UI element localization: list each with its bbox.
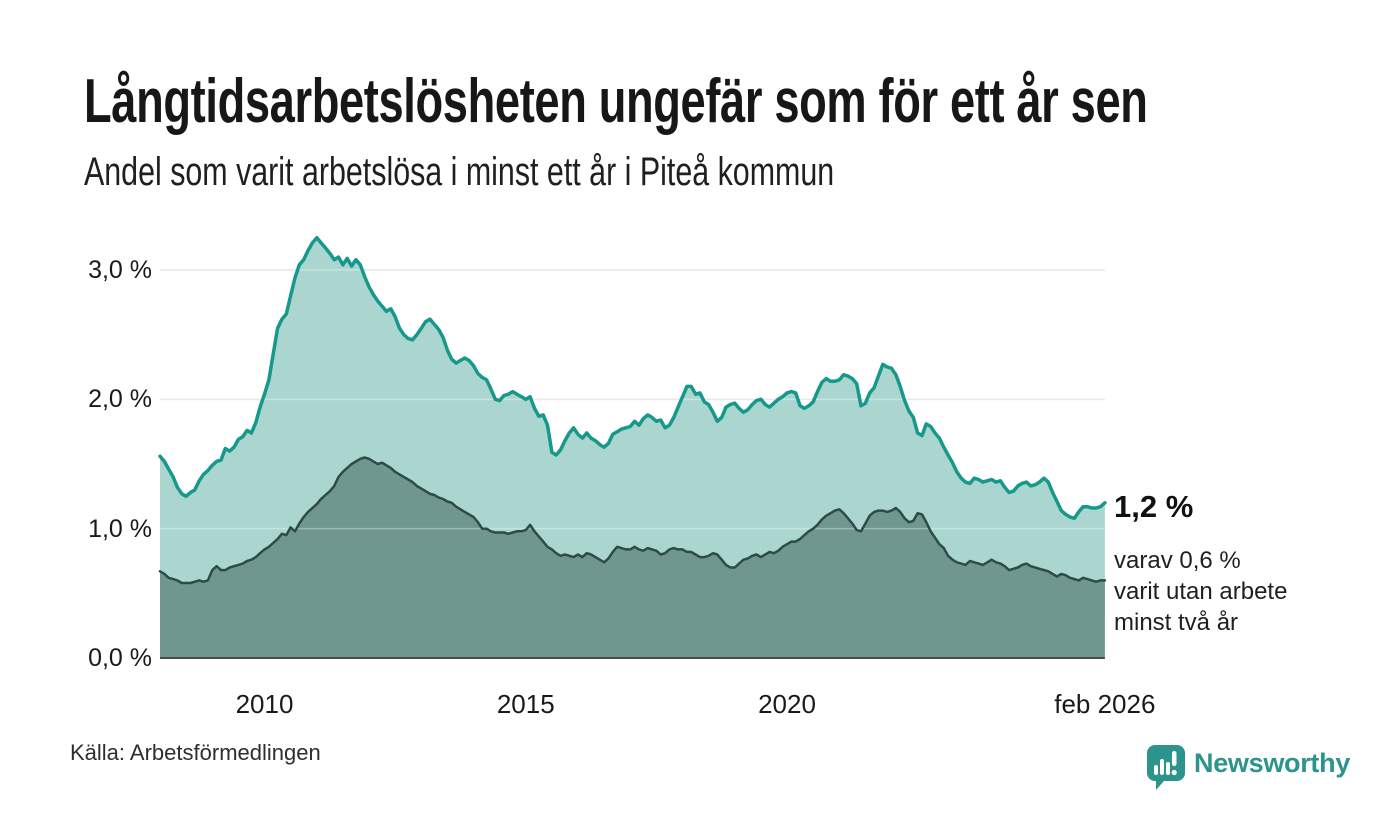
source-label: Källa: Arbetsförmedlingen — [70, 740, 321, 765]
annotation-line: varav 0,6 % — [1114, 547, 1241, 574]
y-axis-tick-label: 0,0 % — [88, 644, 152, 672]
newsworthy-branding: Newsworthy — [1146, 744, 1386, 796]
x-axis-tick-label: feb 2026 — [1054, 689, 1156, 719]
page-title: Långtidsarbetslösheten ungefär som för e… — [84, 67, 1148, 136]
y-axis-tick-label: 3,0 % — [88, 256, 152, 284]
x-axis-tick-label: 2010 — [235, 689, 294, 719]
page-subtitle: Andel som varit arbetslösa i minst ett å… — [84, 150, 835, 194]
x-axis-tick-label: 2020 — [758, 689, 816, 719]
y-axis-tick-label: 1,0 % — [88, 514, 152, 543]
annotation-line: varit utan arbete — [1114, 578, 1288, 605]
annotation-line: minst två år — [1114, 609, 1239, 636]
newsworthy-wordmark: Newsworthy — [1194, 748, 1351, 778]
y-axis-tick-label: 2,0 % — [88, 385, 152, 414]
end-value-annotation: varav 0,6 % varit utan arbete minst två … — [1114, 545, 1287, 638]
bar-chart-speech-bubble-icon — [1147, 745, 1185, 790]
end-value-label: 1,2 % — [1114, 489, 1194, 524]
x-axis-tick-label: 2015 — [496, 689, 555, 719]
